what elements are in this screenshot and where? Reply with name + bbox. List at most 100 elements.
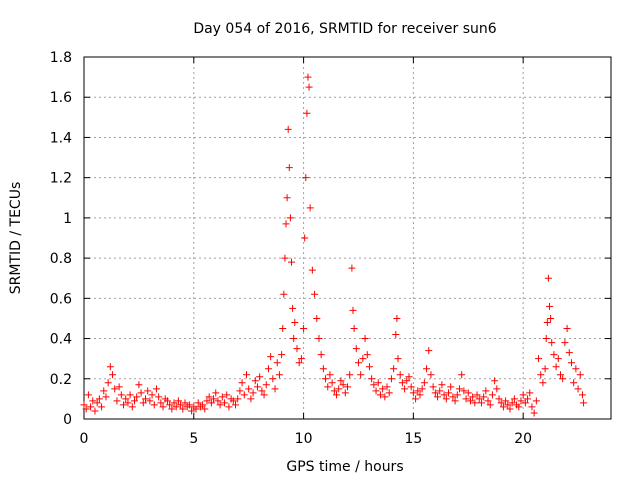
data-point [205,393,213,401]
data-point [304,73,312,81]
y-tick-label: 0.8 [50,251,72,267]
data-point [370,381,378,389]
data-point [543,318,551,326]
data-point [381,393,389,401]
data-point [349,306,357,314]
data-point [337,377,345,385]
data-point [245,385,253,393]
data-point [293,345,301,353]
data-point [87,403,95,411]
data-point [115,383,123,391]
data-point [517,397,525,405]
data-point [328,379,336,387]
y-tick-label: 1 [63,211,72,227]
data-point [449,393,457,401]
data-point [185,401,193,409]
x-tick-label: 5 [189,431,198,447]
data-point [361,335,369,343]
data-point [385,389,393,397]
data-point [488,391,496,399]
data-point [354,359,362,367]
data-point [521,399,529,407]
data-point [528,403,536,411]
data-point [93,399,101,407]
data-point [177,401,185,409]
data-point [192,405,200,413]
data-point [475,395,483,403]
data-point [497,399,505,407]
data-point [146,397,154,405]
data-point [267,353,275,361]
data-point [447,383,455,391]
data-point [288,258,296,266]
data-point [278,351,286,359]
data-point [225,403,233,411]
data-point [552,363,560,371]
data-point [214,397,222,405]
data-point [515,403,523,411]
data-point [306,204,314,212]
data-point [561,339,569,347]
data-point [333,391,341,399]
data-point [301,234,309,242]
data-point [166,401,174,409]
data-point [524,395,532,403]
y-tick-label: 0.2 [50,372,72,388]
data-point [285,164,293,172]
data-point [425,347,433,355]
data-point [416,391,424,399]
data-point [289,304,297,312]
data-point [104,379,112,387]
data-point [473,391,481,399]
data-point [431,389,439,397]
data-point [273,359,281,367]
x-tick-label: 20 [514,431,532,447]
data-point [141,395,149,403]
data-point [163,397,171,405]
data-point [291,318,299,326]
data-point [330,387,338,395]
data-point [315,335,323,343]
x-tick-label: 15 [404,431,422,447]
data-point [462,395,470,403]
data-point [174,397,182,405]
data-point [297,355,305,363]
grid-layer [84,57,611,419]
data-point [429,383,437,391]
data-point [144,387,152,395]
data-point [346,371,354,379]
data-point [335,385,343,393]
data-point [348,264,356,272]
data-point [486,401,494,409]
data-point [139,399,147,407]
data-point [539,379,547,387]
data-point [137,389,145,397]
data-point [574,385,582,393]
data-point [148,391,156,399]
data-point [249,389,257,397]
data-point [493,385,501,393]
data-point [256,373,264,381]
data-point [113,397,121,405]
data-point [282,220,290,228]
data-point [264,365,272,373]
data-point [544,274,552,282]
data-point [260,391,268,399]
data-point [262,381,270,389]
data-point [352,345,360,353]
data-point [111,385,119,393]
data-point [414,387,422,395]
data-point [455,385,463,393]
data-point [344,383,351,391]
x-tick-label: 0 [80,431,89,447]
data-point [570,379,578,387]
data-point [502,397,510,405]
data-point [477,399,485,407]
data-point [427,371,435,379]
data-point [445,389,453,397]
data-point [368,375,376,383]
data-point [218,393,226,401]
data-point [508,399,516,407]
data-point [580,399,588,407]
data-point [251,377,259,385]
